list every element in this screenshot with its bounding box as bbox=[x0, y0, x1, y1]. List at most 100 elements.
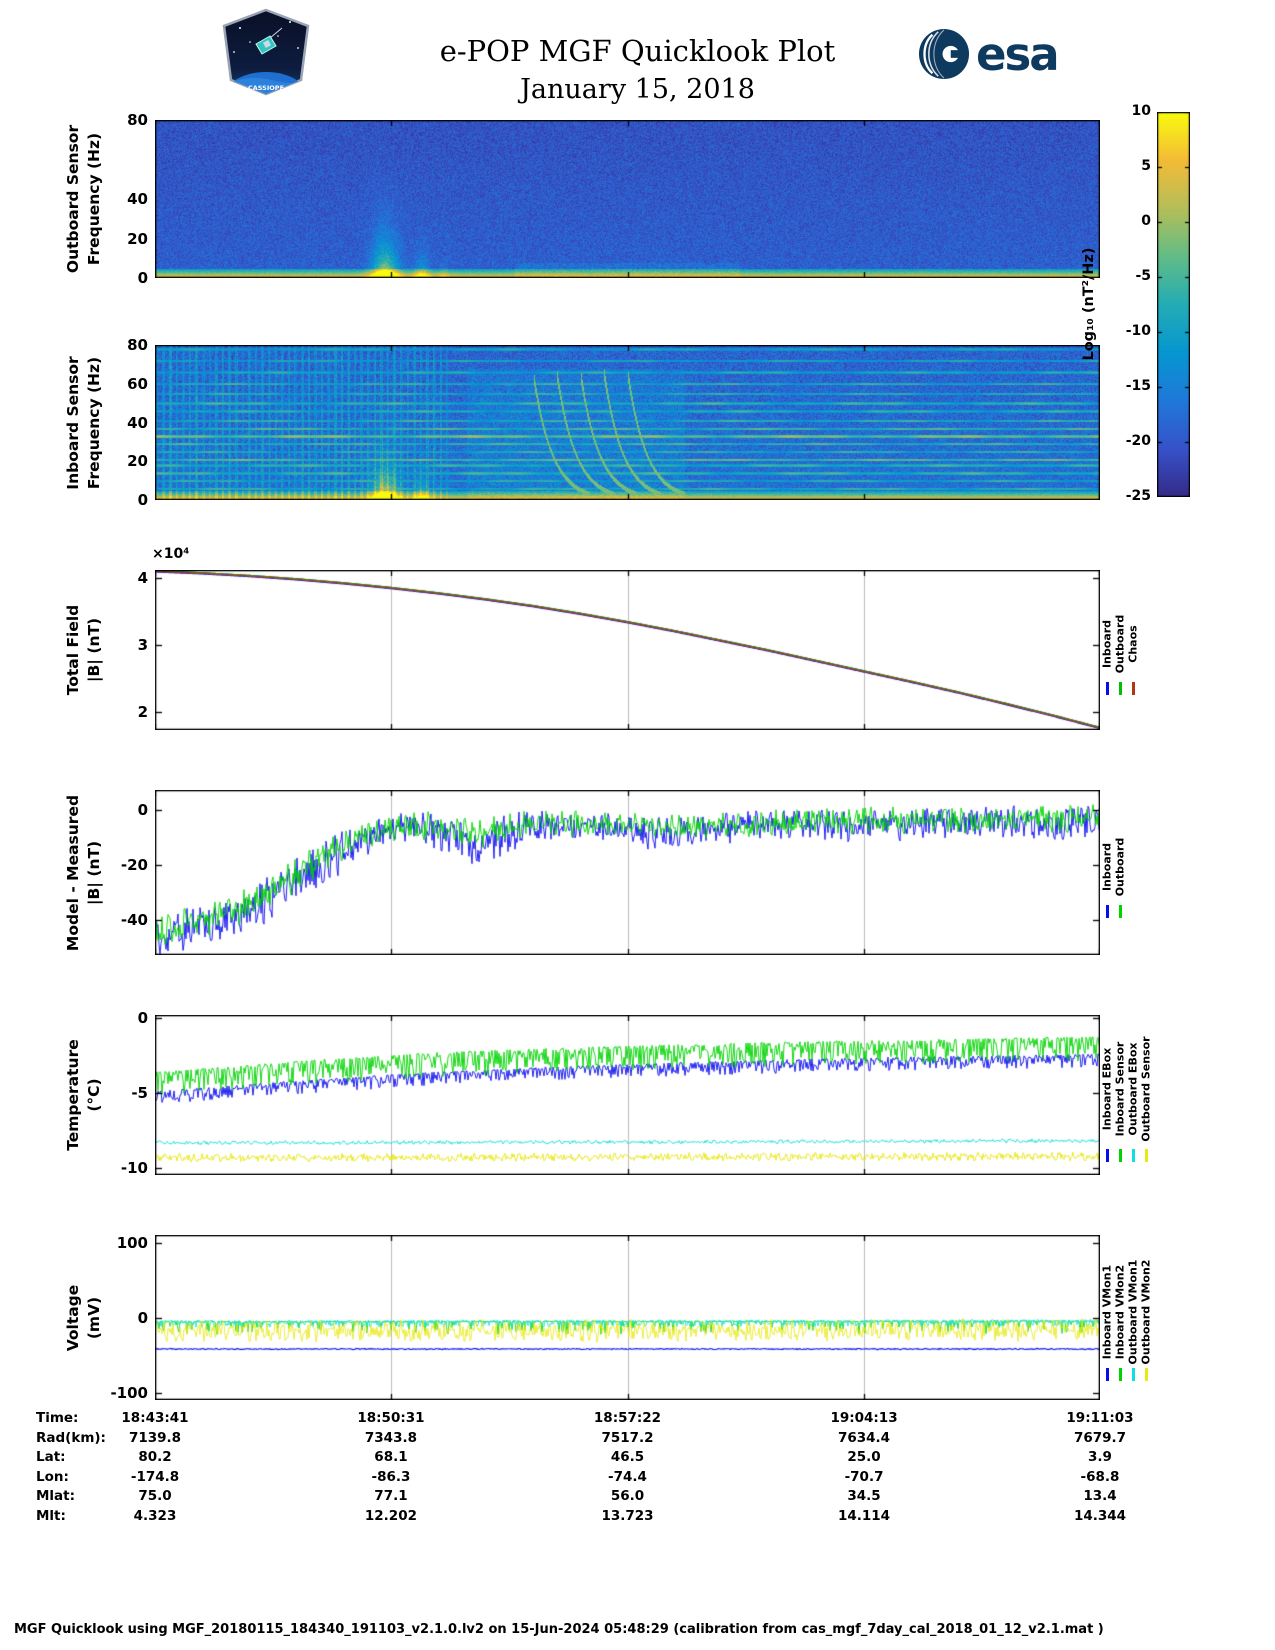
legend-swatch-inboard bbox=[1105, 682, 1109, 696]
legend-label-outboard-vmon1: Outboard VMon1 bbox=[1126, 1259, 1140, 1364]
y-tick-label: 0 bbox=[137, 1008, 148, 1027]
colorbar-tick-label: 5 bbox=[1141, 158, 1151, 174]
table-cell: 19:04:13 bbox=[830, 1410, 898, 1426]
footer-text: MGF Quicklook using MGF_20180115_184340_… bbox=[14, 1622, 1104, 1637]
legend-label-inboard-vmon2: Inboard VMon2 bbox=[1113, 1264, 1127, 1359]
table-cell: -86.3 bbox=[371, 1468, 411, 1485]
legend-label-chaos: Chaos bbox=[1126, 625, 1140, 663]
y-tick-label: 80 bbox=[127, 336, 148, 354]
y-tick-label: 20 bbox=[127, 452, 148, 471]
table-row-label: Mlat: bbox=[36, 1488, 76, 1504]
table-cell: 13.4 bbox=[1083, 1488, 1117, 1504]
table-cell: 46.5 bbox=[610, 1449, 645, 1465]
legend-swatch-chaos bbox=[1131, 682, 1135, 696]
voltage-plot-canvas bbox=[155, 1235, 1100, 1400]
colorbar-label: Log₁₀ (nT²/Hz) bbox=[1081, 247, 1097, 361]
model-measured-plot-canvas bbox=[155, 790, 1100, 955]
axis-label-line: Inboard Sensor bbox=[64, 355, 83, 490]
y-tick-label: 80 bbox=[127, 111, 148, 129]
colorbar-tick-label: -10 bbox=[1125, 323, 1151, 339]
table-cell: -74.4 bbox=[608, 1468, 647, 1485]
panel-total-field: Total Field |B| (nT) bbox=[0, 570, 1275, 730]
y-axis-offset-label: ×10⁴ bbox=[152, 546, 190, 562]
legend-swatch-outboard-vmon1 bbox=[1131, 1368, 1135, 1382]
panel-outboard-spectrogram: Outboard Sensor Frequency (Hz) bbox=[0, 120, 1275, 278]
table-cell: 18:57:22 bbox=[593, 1410, 662, 1426]
table-cell: 68.1 bbox=[374, 1449, 408, 1465]
legend-label-outboard: Outboard bbox=[1113, 837, 1127, 896]
y-tick-label: 100 bbox=[116, 1233, 148, 1252]
table-cell: 75.0 bbox=[138, 1488, 172, 1504]
esa-emblem-icon bbox=[918, 28, 970, 80]
table-row-label: Lat: bbox=[36, 1449, 66, 1465]
legend-swatch-inboard bbox=[1105, 904, 1109, 918]
table-row-label: Mlt: bbox=[36, 1507, 66, 1524]
y-tick-label: 60 bbox=[127, 374, 148, 393]
esa-logo: esa bbox=[918, 27, 1060, 81]
y-tick-label: 40 bbox=[127, 190, 148, 208]
table-cell: 18:43:41 bbox=[121, 1410, 189, 1426]
table-cell: 7139.8 bbox=[128, 1429, 182, 1446]
colorbar-tick-label: -5 bbox=[1135, 268, 1151, 284]
axis-label-line: Temperature bbox=[64, 1039, 83, 1151]
panel-temperature: Temperature (°C) bbox=[0, 1015, 1275, 1175]
legend-label-outboard-vmon2: Outboard VMon2 bbox=[1139, 1259, 1153, 1364]
legend-label-inboard-sensor: Inboard Sensor bbox=[1113, 1041, 1127, 1137]
y-tick-label: 4 bbox=[137, 569, 148, 588]
colorbar bbox=[1157, 112, 1190, 497]
panel-inboard-spectrogram: Inboard Sensor Frequency (Hz) bbox=[0, 345, 1275, 500]
plot-date: January 15, 2018 bbox=[520, 74, 755, 105]
legend-label-inboard-vmon1: Inboard VMon1 bbox=[1100, 1264, 1114, 1359]
table-cell: -70.7 bbox=[844, 1468, 884, 1485]
table-cell: 80.2 bbox=[138, 1449, 172, 1465]
legend-swatch-outboard bbox=[1118, 904, 1122, 918]
model-measured-y-axis-label: Model - Measured |B| (nT) bbox=[63, 794, 105, 950]
y-tick-label: -10 bbox=[120, 1158, 148, 1177]
total-field-y-axis-label: Total Field |B| (nT) bbox=[63, 605, 105, 696]
legend-swatch-outboard-ebox bbox=[1131, 1148, 1135, 1162]
cassiope-label: CASSIOPE bbox=[248, 84, 284, 92]
outboard-y-axis-label: Outboard Sensor Frequency (Hz) bbox=[63, 125, 105, 273]
table-cell: 3.9 bbox=[1088, 1449, 1112, 1465]
inboard-spectrogram-canvas bbox=[155, 345, 1100, 500]
table-cell: 13.723 bbox=[601, 1507, 654, 1524]
y-tick-label: 2 bbox=[137, 702, 148, 721]
y-tick-label: 0 bbox=[137, 269, 148, 287]
colorbar-tick-label: 10 bbox=[1131, 103, 1151, 119]
temperature-plot-canvas bbox=[155, 1015, 1100, 1175]
plot-title: e-POP MGF Quicklook Plot bbox=[439, 34, 836, 68]
table-cell: 34.5 bbox=[847, 1488, 881, 1504]
legend-swatch-outboard bbox=[1118, 682, 1122, 696]
table-row-label: Rad(km): bbox=[36, 1429, 106, 1446]
panel-voltage: Voltage (mV) bbox=[0, 1235, 1275, 1400]
legend-swatch-outboard-vmon2 bbox=[1144, 1368, 1148, 1382]
y-tick-label: 0 bbox=[137, 491, 148, 509]
table-cell: -68.8 bbox=[1080, 1468, 1120, 1485]
legend-swatch-inboard-vmon1 bbox=[1105, 1368, 1109, 1382]
legend-label-inboard: Inboard bbox=[1100, 842, 1114, 891]
table-row-label: Lon: bbox=[36, 1468, 69, 1485]
colorbar-tick-label: -25 bbox=[1125, 488, 1151, 504]
legend-swatch-inboard-sensor bbox=[1118, 1148, 1122, 1162]
y-tick-label: 0 bbox=[137, 801, 148, 820]
axis-label-line: Total Field bbox=[64, 604, 83, 696]
inboard-y-axis-label: Inboard Sensor Frequency (Hz) bbox=[63, 356, 105, 489]
temperature-y-axis-label: Temperature (°C) bbox=[63, 1039, 105, 1151]
table-row-label: Time: bbox=[36, 1410, 79, 1426]
esa-wordmark: esa bbox=[976, 27, 1060, 81]
legend-swatch-inboard-ebox bbox=[1105, 1148, 1109, 1162]
y-tick-label: -40 bbox=[120, 911, 148, 930]
table-cell: 7343.8 bbox=[364, 1429, 417, 1446]
axis-label-line: Outboard Sensor bbox=[64, 124, 83, 274]
table-cell: 77.1 bbox=[374, 1488, 408, 1504]
y-tick-label: 3 bbox=[137, 635, 148, 654]
y-tick-label: -100 bbox=[110, 1383, 148, 1402]
table-cell: 12.202 bbox=[364, 1507, 417, 1524]
legend-swatch-outboard-sensor bbox=[1144, 1148, 1148, 1162]
table-cell: 4.323 bbox=[133, 1507, 177, 1524]
outboard-spectrogram-canvas bbox=[155, 120, 1100, 278]
y-tick-label: 20 bbox=[127, 229, 148, 248]
y-tick-label: -5 bbox=[131, 1083, 148, 1102]
total-field-plot-canvas bbox=[155, 570, 1100, 730]
